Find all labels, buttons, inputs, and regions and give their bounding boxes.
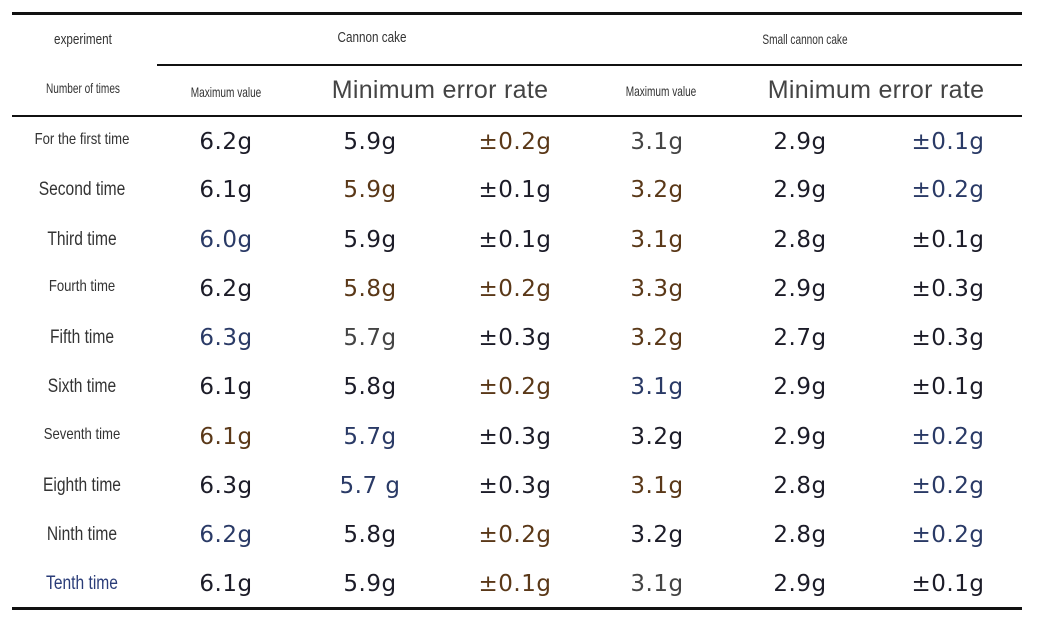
group-header-rule xyxy=(157,64,1022,66)
cell-cannon-min: 5.9g xyxy=(343,571,397,597)
cell-cannon-min: 5.8g xyxy=(343,374,397,400)
cell-small-min: 2.9g xyxy=(773,177,827,203)
cell-small-error: ±0.1g xyxy=(911,227,985,253)
row-label: Eighth time xyxy=(43,475,121,496)
cell-cannon-error: ±0.2g xyxy=(478,129,552,155)
cell-cannon-min: 5.8g xyxy=(343,276,397,302)
cell-small-max: 3.1g xyxy=(630,374,684,400)
cell-cannon-max: 6.1g xyxy=(199,374,253,400)
cell-cannon-max: 6.2g xyxy=(199,276,253,302)
cell-small-error: ±0.3g xyxy=(911,325,985,351)
cell-cannon-min: 5.8g xyxy=(343,522,397,548)
row-label: Seventh time xyxy=(43,426,121,443)
cell-cannon-error: ±0.1g xyxy=(478,571,552,597)
cell-cannon-max: 6.2g xyxy=(199,522,253,548)
cell-cannon-min: 5.7 g xyxy=(339,473,401,499)
row-label: For the first time xyxy=(34,131,130,148)
row-label: Second time xyxy=(38,179,126,200)
cell-small-min: 2.9g xyxy=(773,374,827,400)
row-label: Tenth time xyxy=(46,573,118,594)
row-label: Ninth time xyxy=(46,524,118,545)
cell-cannon-max: 6.1g xyxy=(199,571,253,597)
cell-cannon-error: ±0.1g xyxy=(478,227,552,253)
cell-small-max: 3.2g xyxy=(630,325,684,351)
cell-small-error: ±0.2g xyxy=(911,424,985,450)
cell-small-min: 2.9g xyxy=(773,276,827,302)
cell-cannon-error: ±0.3g xyxy=(478,473,552,499)
cell-cannon-error: ±0.1g xyxy=(478,177,552,203)
cell-small-max: 3.2g xyxy=(630,177,684,203)
header-group-small-cannon-cake: Small cannon cake xyxy=(762,31,848,47)
row-label: Sixth time xyxy=(47,376,117,397)
cell-small-error: ±0.3g xyxy=(911,276,985,302)
cell-cannon-max: 6.2g xyxy=(199,129,253,155)
cell-small-max: 3.1g xyxy=(630,473,684,499)
cell-small-max: 3.2g xyxy=(630,424,684,450)
cell-cannon-max: 6.3g xyxy=(199,473,253,499)
cell-cannon-min: 5.9g xyxy=(343,227,397,253)
header-bottom-rule xyxy=(12,115,1022,117)
header-group-cannon-cake: Cannon cake xyxy=(337,29,407,46)
cell-small-error: ±0.1g xyxy=(911,374,985,400)
cell-small-max: 3.1g xyxy=(630,129,684,155)
cell-small-min: 2.8g xyxy=(773,522,827,548)
cell-cannon-min: 5.7g xyxy=(343,325,397,351)
header-minimum-error-rate-1: Minimum error rate xyxy=(331,76,549,104)
cell-small-min: 2.9g xyxy=(773,571,827,597)
cell-cannon-max: 6.1g xyxy=(199,424,253,450)
cell-small-error: ±0.2g xyxy=(911,522,985,548)
cell-cannon-error: ±0.2g xyxy=(478,522,552,548)
header-maximum-value-2: Maximum value xyxy=(625,83,697,99)
cell-small-max: 3.1g xyxy=(630,227,684,253)
cell-cannon-error: ±0.2g xyxy=(478,276,552,302)
cell-cannon-error: ±0.3g xyxy=(478,424,552,450)
cell-small-max: 3.3g xyxy=(630,276,684,302)
row-label: Third time xyxy=(47,229,117,250)
cell-cannon-error: ±0.2g xyxy=(478,374,552,400)
cell-small-error: ±0.1g xyxy=(911,571,985,597)
cell-cannon-min: 5.9g xyxy=(343,129,397,155)
cell-cannon-min: 5.9g xyxy=(343,177,397,203)
header-maximum-value-1: Maximum value xyxy=(190,84,262,100)
cell-small-error: ±0.1g xyxy=(911,129,985,155)
header-experiment: experiment xyxy=(54,31,112,48)
cell-cannon-max: 6.1g xyxy=(199,177,253,203)
cell-small-min: 2.9g xyxy=(773,424,827,450)
table-top-rule xyxy=(12,12,1022,15)
row-label: Fifth time xyxy=(49,327,115,348)
cell-small-max: 3.2g xyxy=(630,522,684,548)
cell-cannon-max: 6.3g xyxy=(199,325,253,351)
cell-small-error: ±0.2g xyxy=(911,177,985,203)
cell-small-max: 3.1g xyxy=(630,571,684,597)
row-label: Fourth time xyxy=(48,278,116,295)
table-bottom-rule xyxy=(12,607,1022,610)
cell-small-min: 2.8g xyxy=(773,227,827,253)
cell-small-min: 2.7g xyxy=(773,325,827,351)
cell-cannon-max: 6.0g xyxy=(199,227,253,253)
cell-cannon-min: 5.7g xyxy=(343,424,397,450)
cell-small-min: 2.8g xyxy=(773,473,827,499)
cell-cannon-error: ±0.3g xyxy=(478,325,552,351)
cell-small-min: 2.9g xyxy=(773,129,827,155)
header-number-of-times: Number of times xyxy=(46,80,120,96)
cell-small-error: ±0.2g xyxy=(911,473,985,499)
header-minimum-error-rate-2: Minimum error rate xyxy=(767,76,985,104)
